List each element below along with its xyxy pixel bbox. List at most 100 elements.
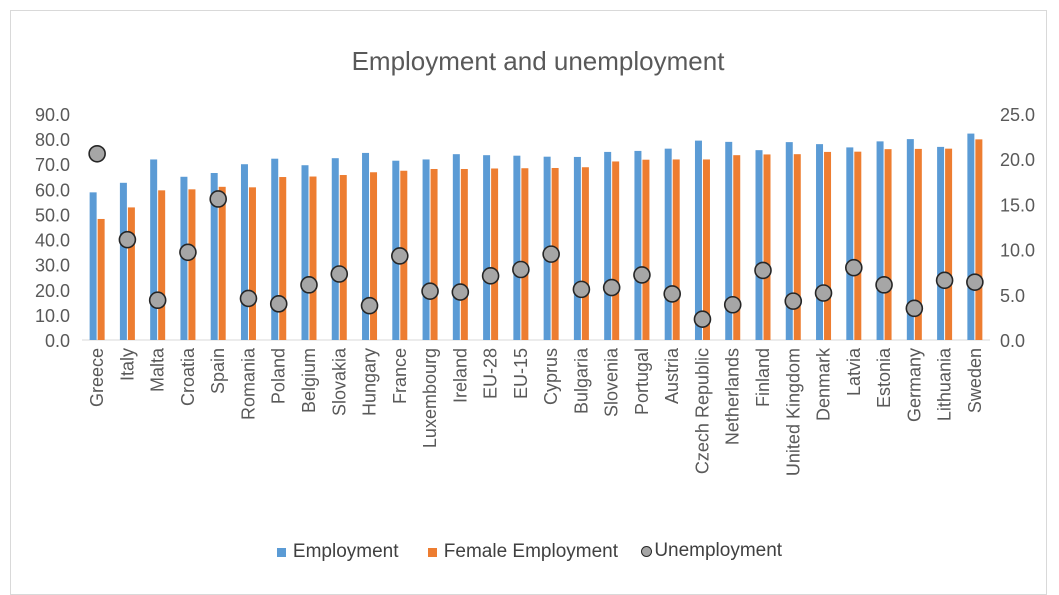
bar-employment-austria [664,148,672,340]
bar-female-employment-slovenia [612,161,620,340]
point-unemployment-estonia [875,276,893,294]
bar-employment-germany [906,139,914,340]
bar-employment-lithuania [937,146,945,340]
x-tick-label-greece: Greece [87,348,107,407]
legend-swatch-unemployment [641,545,653,557]
bar-employment-greece [89,192,97,340]
bar-employment-malta [150,159,158,340]
bar-employment-sweden [967,133,975,340]
x-tick-label-estonia: Estonia [874,347,894,408]
point-unemployment-slovakia [330,265,349,283]
bar-employment-spain [210,173,218,340]
x-tick-label-spain: Spain [208,348,228,394]
chart-title: Employment and unemployment [352,46,726,76]
point-unemployment-latvia [844,258,863,277]
bar-employment-luxembourg [422,159,430,340]
point-unemployment-austria [663,285,682,303]
x-tick-label-germany: Germany [904,348,924,422]
x-tick-label-eu-15: EU-15 [511,348,531,399]
x-tick-label-lithuania: Lithuania [935,347,955,421]
bar-female-employment-denmark [824,151,832,340]
bar-employment-poland [271,158,279,340]
bar-female-employment-sweden [975,139,983,340]
bar-female-employment-united-kingdom [793,154,801,340]
y-left-tick-label: 50.0 [35,205,70,225]
x-tick-label-bulgaria: Bulgaria [571,347,591,414]
bar-employment-eu-28 [483,155,491,340]
point-unemployment-ireland [451,283,470,301]
x-tick-label-portugal: Portugal [632,348,652,415]
point-unemployment-malta [148,291,167,310]
bar-employment-portugal [634,150,642,340]
x-tick-label-poland: Poland [269,348,289,404]
point-unemployment-france [390,247,409,265]
bar-employment-czech-republic [694,140,702,340]
point-unemployment-slovenia [602,278,621,297]
y-right-tick-label: 10.0 [1000,241,1035,261]
legend-item-employment: Employment [276,541,399,563]
bar-female-employment-finland [763,154,771,340]
point-unemployment-italy [118,230,137,249]
bar-female-employment-austria [672,159,680,340]
bar-female-employment-lithuania [945,148,953,340]
x-tick-label-united-kingdom: United Kingdom [783,348,803,476]
bar-employment-italy [119,182,127,340]
x-tick-label-finland: Finland [753,348,773,407]
y-right-tick-label: 0.0 [1000,331,1025,351]
bar-employment-romania [240,164,248,340]
bar-female-employment-malta [158,190,166,340]
bar-employment-hungary [362,152,370,340]
point-unemployment-czech-republic [693,310,712,329]
bar-employment-denmark [816,144,824,340]
y-right-tick-label: 25.0 [1000,105,1035,125]
x-tick-label-croatia: Croatia [178,347,198,406]
y-left-tick-label: 0.0 [45,331,70,351]
x-tick-label-slovenia: Slovenia [602,347,622,417]
point-unemployment-portugal [633,266,651,284]
y-left-tick-label: 30.0 [35,256,70,276]
x-tick-label-eu-28: EU-28 [481,348,501,399]
point-unemployment-greece [88,144,106,163]
x-tick-label-austria: Austria [662,347,682,404]
bar-employment-eu-15 [513,155,521,340]
legend-swatch-employment [276,547,286,557]
x-tick-label-belgium: Belgium [299,348,319,413]
bar-employment-latvia [846,147,854,340]
bar-employment-ireland [452,154,460,340]
bar-employment-slovakia [331,158,339,340]
bar-female-employment-germany [914,148,922,340]
y-left-tick-label: 70.0 [35,155,70,175]
point-unemployment-bulgaria [572,280,591,299]
bar-female-employment-poland [279,177,287,340]
legend-item-female-employment: Female Employment [427,541,619,563]
point-unemployment-sweden [966,273,984,291]
x-tick-label-cyprus: Cyprus [541,348,561,405]
bar-female-employment-estonia [884,149,892,340]
bar-female-employment-portugal [642,159,650,340]
legend-label-employment: Employment [292,541,399,562]
x-tick-label-hungary: Hungary [360,348,380,416]
bar-female-employment-slovakia [339,175,347,340]
bar-female-employment-luxembourg [430,168,438,340]
y-left-tick-label: 90.0 [35,105,70,125]
x-tick-label-czech-republic: Czech Republic [692,348,712,474]
legend-swatch-female-employment [427,547,437,557]
bar-employment-belgium [301,165,309,340]
point-unemployment-united-kingdom [784,292,803,310]
bar-female-employment-eu-28 [491,168,499,340]
point-unemployment-hungary [360,296,379,315]
x-tick-label-slovakia: Slovakia [329,347,349,416]
point-unemployment-belgium [300,276,318,294]
point-unemployment-cyprus [542,245,560,263]
bar-female-employment-greece [97,218,105,340]
legend-label-female-employment: Female Employment [443,541,619,562]
point-unemployment-germany [905,299,924,318]
x-tick-label-denmark: Denmark [814,347,834,421]
point-unemployment-netherlands [723,295,742,314]
point-unemployment-finland [754,261,772,280]
bar-female-employment-netherlands [733,155,741,340]
x-tick-label-romania: Romania [238,347,258,420]
bar-female-employment-hungary [370,172,378,340]
point-unemployment-romania [239,289,258,308]
